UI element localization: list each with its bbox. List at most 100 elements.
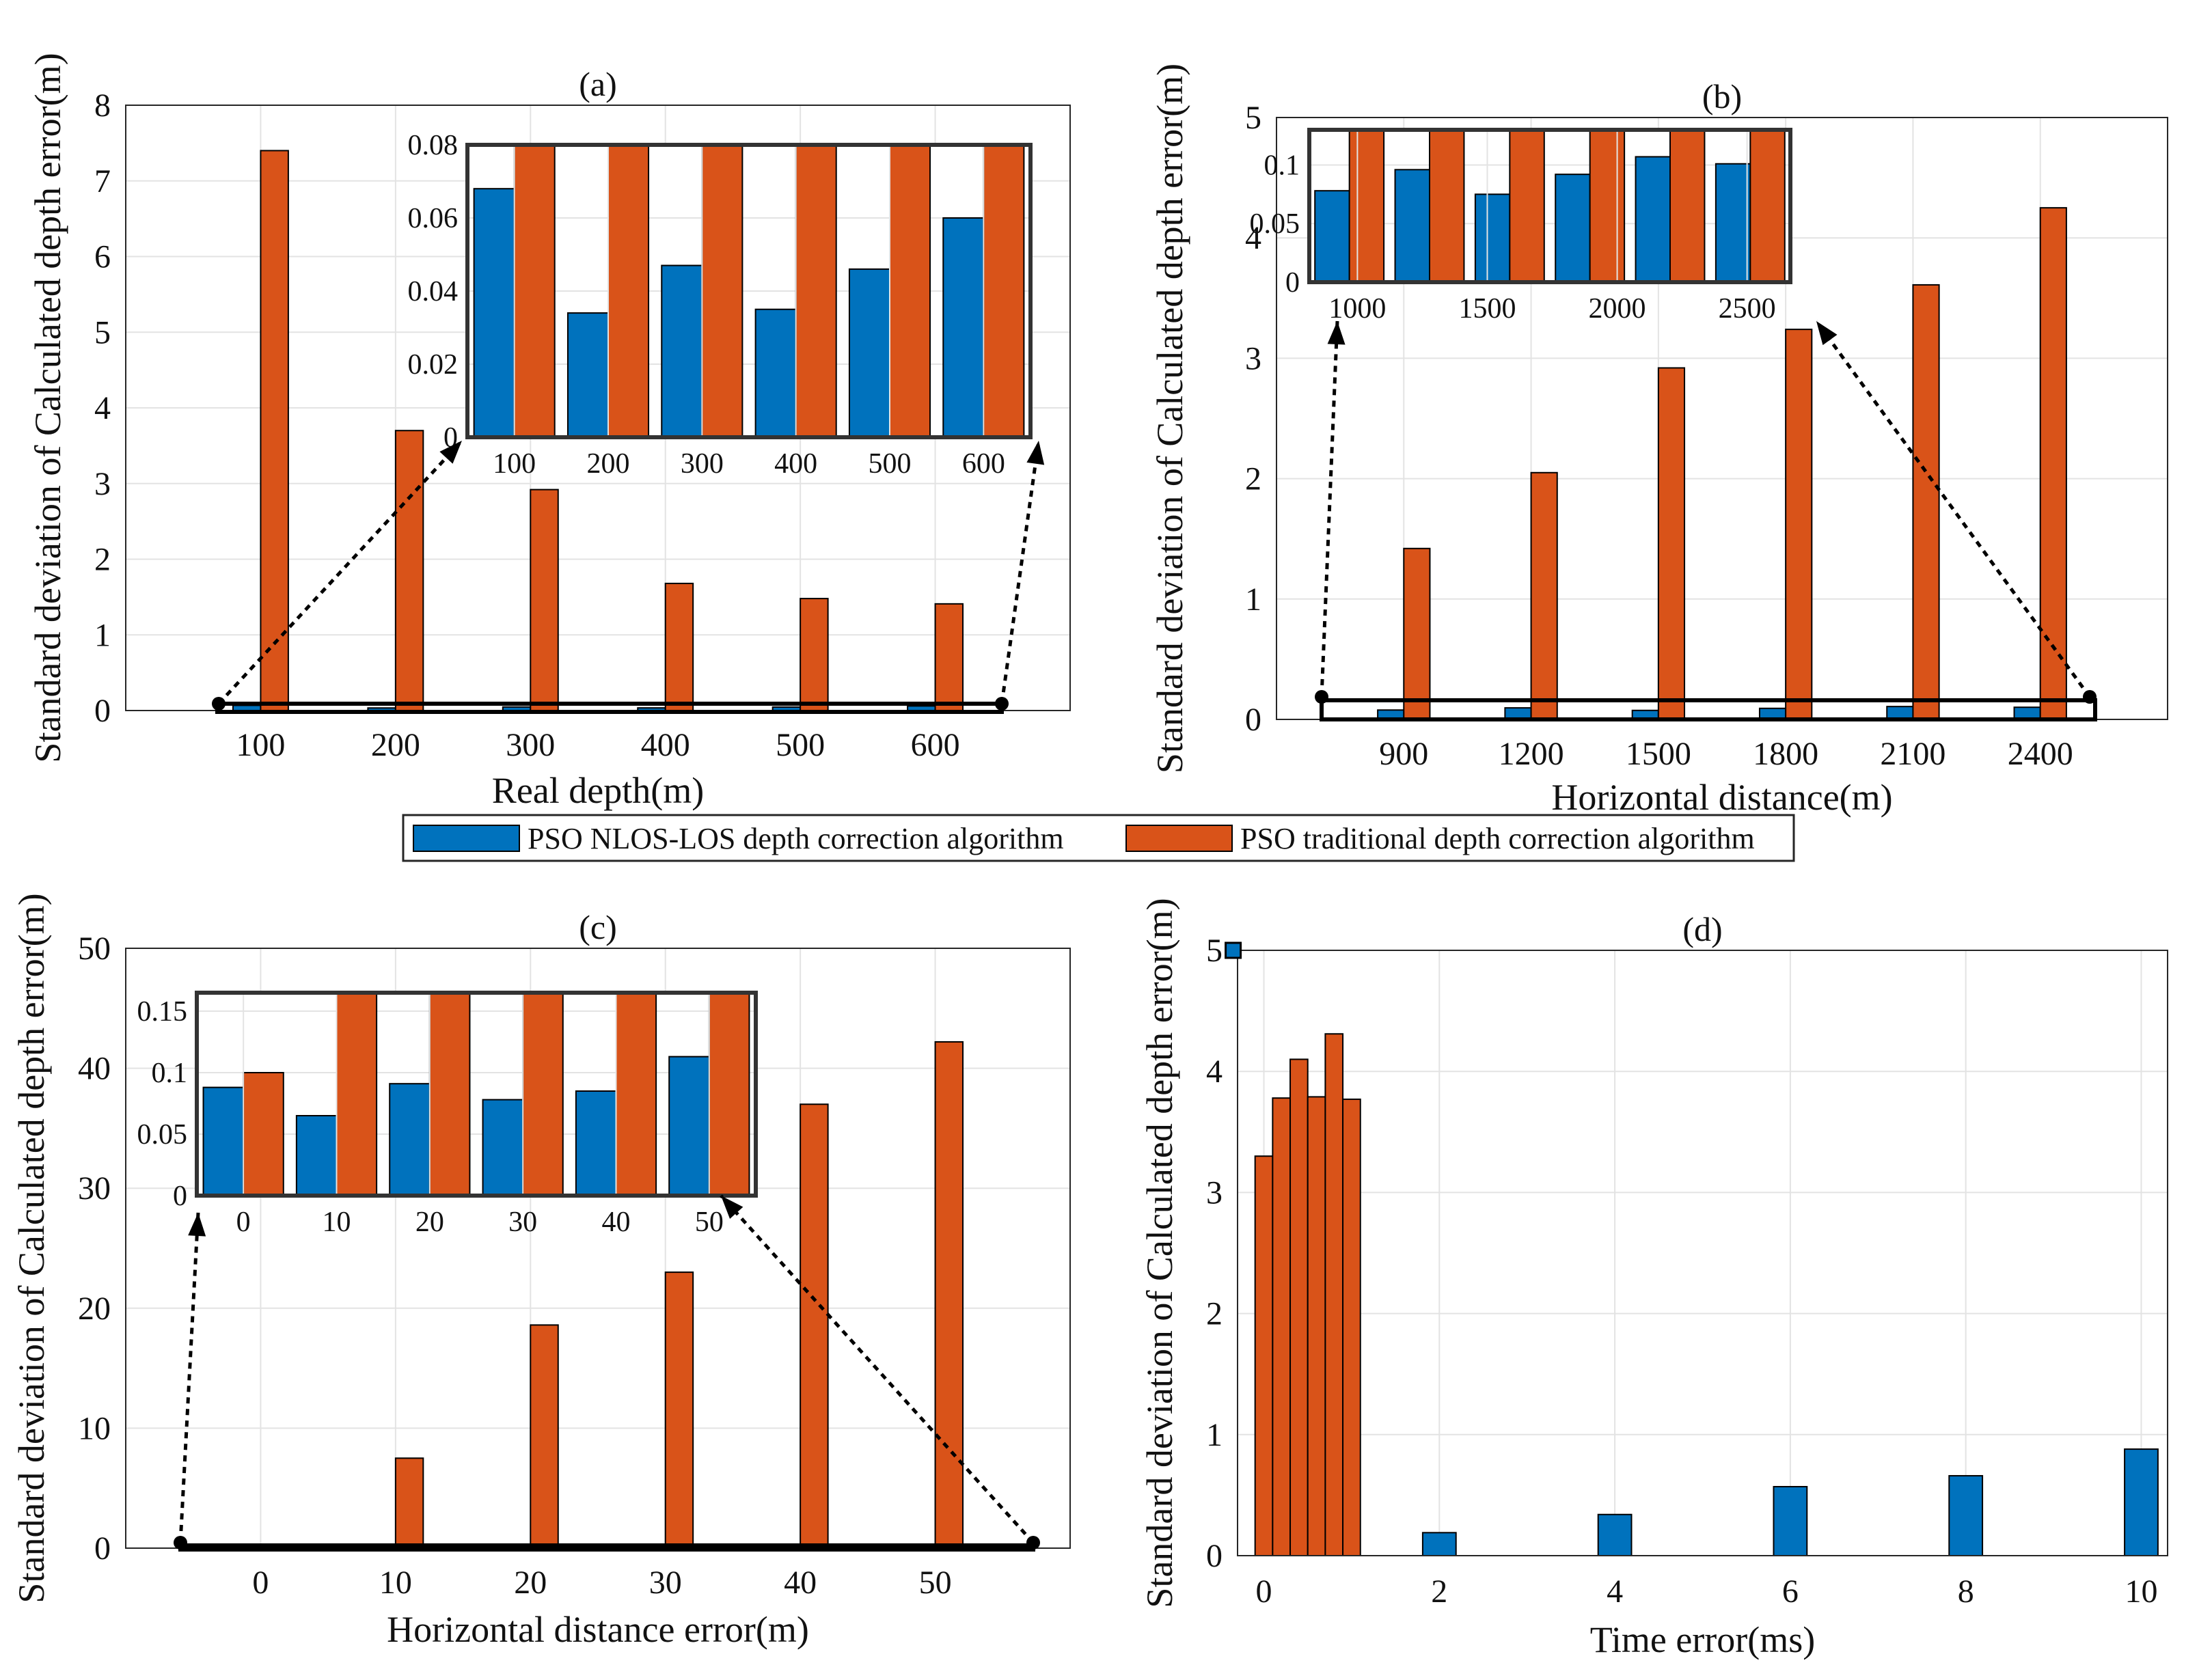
y-tick-label: 0 (1206, 1538, 1223, 1574)
inset-x-tick-label: 2500 (1719, 293, 1776, 325)
inset-bar-nlos-100 (473, 188, 515, 438)
x-tick-label: 50 (919, 1565, 952, 1601)
y-tick-label: 1 (1245, 581, 1261, 618)
y-tick-label: 50 (78, 931, 111, 967)
y-tick-label: 0 (94, 693, 111, 729)
inset-bar-nlos-10 (295, 1115, 338, 1196)
zoom-arrow-0-line (1320, 320, 1339, 698)
inset-bar-nlos-2400 (1715, 163, 1751, 283)
bar-traditional-0.2 (1272, 1097, 1292, 1556)
y-tick-label: 5 (1206, 933, 1223, 969)
inset-bar-traditional-200 (607, 144, 650, 438)
zoom-box (1320, 698, 2097, 721)
inset-frame (1307, 128, 1792, 284)
bar-traditional-0 (1254, 1155, 1274, 1556)
x-tick-label: 200 (371, 727, 420, 763)
zoom-arrow-0-head (188, 1213, 206, 1237)
inset-bar-traditional-100 (513, 144, 556, 438)
inset-y-tick-label: 0.05 (1250, 208, 1300, 240)
bar-traditional-900 (1403, 547, 1431, 721)
inset-bar-nlos-50 (668, 1056, 710, 1196)
chart-title: (d) (1682, 910, 1722, 948)
inset-y-tick-label: 0.1 (152, 1058, 188, 1089)
zoom-box (178, 1543, 1035, 1552)
y-tick-label: 4 (94, 390, 111, 426)
bar-traditional-1200 (1530, 471, 1558, 720)
legend-swatch-traditional (1125, 825, 1233, 852)
inset-area (1309, 130, 1790, 282)
inset-bar-nlos-1200 (1394, 169, 1430, 283)
bar-traditional-20 (530, 1324, 559, 1550)
chart-title: (a) (579, 65, 617, 103)
x-tick-label: 20 (514, 1565, 547, 1601)
inset-bar-traditional-10 (336, 992, 378, 1196)
x-axis-label: Horizontal distance(m) (1551, 777, 1892, 818)
inset-bar-traditional-30 (522, 992, 564, 1196)
inset-bar-nlos-1800 (1555, 174, 1591, 283)
y-tick-label: 5 (1245, 100, 1261, 136)
inset-bar-nlos-200 (566, 312, 609, 438)
bar-traditional-100 (260, 150, 289, 711)
inset-area (197, 993, 756, 1196)
inset-y-tick-label: 0.1 (1264, 150, 1300, 181)
y-tick-label: 5 (94, 314, 111, 350)
inset-y-tick-label: 0.02 (408, 349, 459, 381)
inset-bar-nlos-400 (754, 308, 797, 438)
chart-title: (b) (1702, 77, 1742, 115)
inset-bar-nlos-30 (482, 1099, 524, 1196)
inset-x-tick-label: 400 (774, 448, 817, 480)
inset-y-tick-label: 0.08 (408, 130, 459, 161)
zoom-arrow-1-head (1816, 321, 1838, 346)
y-axis-label: Standard deviation of Calculated depth e… (1149, 64, 1190, 773)
x-axis-label: Real depth(m) (492, 770, 704, 811)
chart-title: (c) (579, 908, 617, 946)
x-tick-label: 10 (379, 1565, 412, 1601)
inset-bar-traditional-1200 (1429, 129, 1465, 283)
bar-traditional-2100 (1912, 284, 1940, 720)
zoom-arrow-0-head (1327, 321, 1346, 345)
inset-bar-traditional-20 (428, 992, 471, 1196)
bar-traditional-10 (394, 1457, 424, 1550)
plot-area (1238, 950, 2168, 1556)
inset-x-tick-label: 600 (962, 448, 1005, 480)
y-tick-label: 6 (94, 239, 111, 275)
y-tick-label: 3 (1245, 340, 1261, 376)
inset-x-tick-label: 300 (681, 448, 724, 480)
x-tick-label: 10 (2125, 1573, 2157, 1610)
x-tick-label: 0 (252, 1565, 269, 1601)
inset-y-tick-label: 0 (1285, 267, 1300, 299)
y-tick-label: 1 (94, 617, 111, 653)
inset-bar-traditional-500 (889, 144, 931, 438)
bar-traditional-500 (800, 598, 829, 712)
inset-y-tick-label: 0.04 (408, 276, 459, 307)
y-tick-label: 2 (94, 542, 111, 578)
inset-bar-nlos-40 (575, 1090, 617, 1196)
chart-a: 0 1 2 3 4 5 6 7 8 (a) Real depth(m) Standard deviat… (27, 53, 1071, 811)
inset-x-tick-label: 500 (869, 448, 912, 480)
bar-traditional-2400 (2039, 207, 2067, 720)
x-tick-label: 1500 (1626, 736, 1691, 772)
inset-bar-nlos-1500 (1474, 193, 1511, 283)
bar-traditional-200 (394, 430, 424, 711)
inset-bar-nlos-2100 (1635, 156, 1671, 283)
inset-x-tick-label: 2000 (1589, 293, 1646, 325)
inset-bar-traditional-1800 (1589, 129, 1626, 283)
x-tick-label: 1800 (1753, 736, 1818, 772)
y-tick-label: 3 (1206, 1174, 1223, 1211)
inset-x-tick-label: 0 (236, 1207, 251, 1238)
legend-swatch-nlos (413, 825, 520, 852)
inset-x-tick-label: 1000 (1328, 293, 1386, 325)
inset-y-tick-label: 0.05 (137, 1119, 188, 1151)
chart-d: 0 1 2 3 4 5 (d) Time error(ms) Standard deviatio… (1139, 898, 2168, 1660)
x-tick-label: 6 (1782, 1573, 1799, 1610)
x-tick-label: 100 (236, 727, 285, 763)
y-tick-label: 1 (1206, 1417, 1223, 1453)
bar-traditional-400 (664, 582, 694, 711)
inset-x-tick-label: 30 (508, 1207, 537, 1238)
legend-label-traditional: PSO traditional depth correction algorit… (1240, 822, 1755, 855)
bar-traditional-300 (530, 488, 559, 711)
axes-frame (1237, 950, 2168, 1556)
zoom-arrow-1-line (1814, 320, 2092, 698)
y-tick-label: 2 (1245, 461, 1261, 497)
